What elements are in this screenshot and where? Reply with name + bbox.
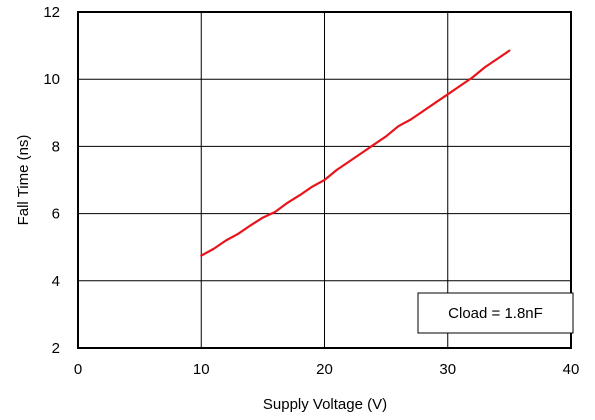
annotation-box: Cload = 1.8nF — [417, 292, 574, 334]
x-tick-label: 10 — [193, 361, 210, 378]
annotation-text: Cload = 1.8nF — [448, 305, 543, 322]
plot-frame — [77, 11, 572, 349]
y-tick-label: 2 — [52, 340, 60, 357]
y-tick-label: 10 — [43, 71, 60, 88]
x-tick-label: 20 — [316, 361, 333, 378]
y-tick-label: 8 — [52, 138, 60, 155]
series-line — [200, 49, 511, 257]
x-tick-label: 40 — [563, 361, 580, 378]
x-tick-label: 30 — [439, 361, 456, 378]
plot-border — [77, 11, 572, 349]
y-tick-labels: 2 4 6 8 10 12 — [43, 4, 60, 357]
x-tick-label: 0 — [74, 361, 82, 378]
y-axis-label: Fall Time (ns) — [15, 135, 32, 226]
y-tick-label: 4 — [52, 273, 60, 290]
x-axis-label: Supply Voltage (V) — [263, 396, 387, 413]
x-tick-labels: 0 10 20 30 40 — [74, 361, 580, 378]
y-tick-label: 6 — [52, 206, 60, 223]
y-tick-label: 12 — [43, 4, 60, 21]
series-group — [200, 49, 511, 257]
